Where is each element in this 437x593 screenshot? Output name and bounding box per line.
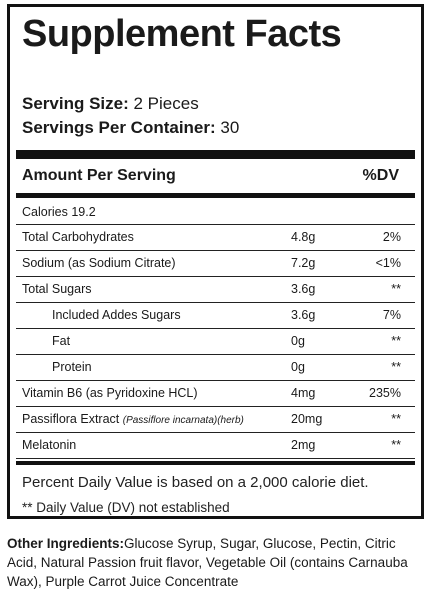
thick-divider (16, 150, 415, 159)
nutrient-amount: 0g (291, 360, 305, 374)
supplement-facts-panel: Supplement Facts Serving Size: 2 Pieces … (7, 4, 424, 519)
nutrient-name: Total Carbohydrates (22, 230, 134, 244)
nutrient-dv: ** (391, 360, 401, 374)
nutrient-amount: 4.8g (291, 230, 316, 244)
nutrient-amount: 2mg (291, 438, 316, 452)
nutrient-row: Total Sugars 3.6g ** (16, 276, 415, 302)
serving-size: Serving Size: 2 Pieces (22, 93, 199, 115)
servings-per-container: Servings Per Container: 30 (22, 117, 239, 139)
nutrient-dv: 7% (382, 308, 401, 322)
nutrient-row: Vitamin B6 (as Pyridoxine HCL) 4mg 235% (16, 380, 415, 406)
nutrient-name: Passiflora Extract (Passiflore incarnata… (22, 407, 244, 433)
nutrient-dv: ** (391, 438, 401, 452)
daily-value-footnote: Percent Daily Value is based on a 2,000 … (22, 474, 369, 491)
other-ingredients-label: Other Ingredients: (7, 536, 125, 551)
nutrient-amount: 20mg (291, 412, 323, 426)
servings-per-container-label: Servings Per Container: (22, 118, 216, 137)
nutrient-name: Total Sugars (22, 282, 92, 296)
nutrient-dv: 2% (382, 230, 401, 244)
servings-per-container-value: 30 (220, 118, 240, 137)
nutrient-name: Protein (52, 360, 92, 374)
nutrient-dv: ** (391, 282, 401, 296)
nutrient-source-note: (Passiflore incarnata)(herb) (122, 415, 244, 426)
nutrient-dv: ** (391, 334, 401, 348)
nutrient-amount: 4mg (291, 386, 316, 400)
other-ingredients-text: Glucose Syrup, Sugar, Glucose, Pectin, C… (7, 536, 408, 589)
nutrient-dv: <1% (375, 256, 401, 270)
nutrient-table: Total Carbohydrates 4.8g 2% Sodium (as S… (16, 224, 415, 459)
serving-size-label: Serving Size: (22, 94, 129, 113)
daily-value-header: %DV (362, 167, 399, 184)
nutrient-row: Sodium (as Sodium Citrate) 7.2g <1% (16, 250, 415, 276)
nutrient-row: Melatonin 2mg ** (16, 432, 415, 459)
nutrient-amount: 7.2g (291, 256, 316, 270)
nutrient-name-main: Passiflora Extract (22, 412, 123, 426)
nutrient-amount: 0g (291, 334, 305, 348)
nutrient-row: Included Addes Sugars 3.6g 7% (16, 302, 415, 328)
nutrient-row: Total Carbohydrates 4.8g 2% (16, 224, 415, 250)
dv-not-established-footnote: ** Daily Value (DV) not established (22, 500, 230, 515)
bottom-divider (16, 461, 415, 465)
label-title: Supplement Facts (22, 13, 342, 55)
nutrient-amount: 3.6g (291, 308, 316, 322)
nutrient-dv: 235% (369, 386, 401, 400)
nutrient-dv: ** (391, 412, 401, 426)
medium-divider (16, 193, 415, 198)
nutrient-name: Melatonin (22, 438, 77, 452)
nutrient-name: Fat (52, 334, 71, 348)
nutrient-amount: 3.6g (291, 282, 316, 296)
nutrient-name: Vitamin B6 (as Pyridoxine HCL) (22, 386, 198, 400)
nutrient-row: Passiflora Extract (Passiflore incarnata… (16, 406, 415, 432)
nutrient-name: Included Addes Sugars (52, 308, 181, 322)
amount-per-serving-header: Amount Per Serving (22, 167, 176, 184)
other-ingredients: Other Ingredients:Glucose Syrup, Sugar, … (7, 534, 427, 591)
nutrient-name: Sodium (as Sodium Citrate) (22, 256, 176, 270)
nutrient-row: Protein 0g ** (16, 354, 415, 380)
nutrient-row: Fat 0g ** (16, 328, 415, 354)
serving-size-value: 2 Pieces (133, 94, 199, 113)
calories-line: Calories 19.2 (22, 205, 96, 219)
